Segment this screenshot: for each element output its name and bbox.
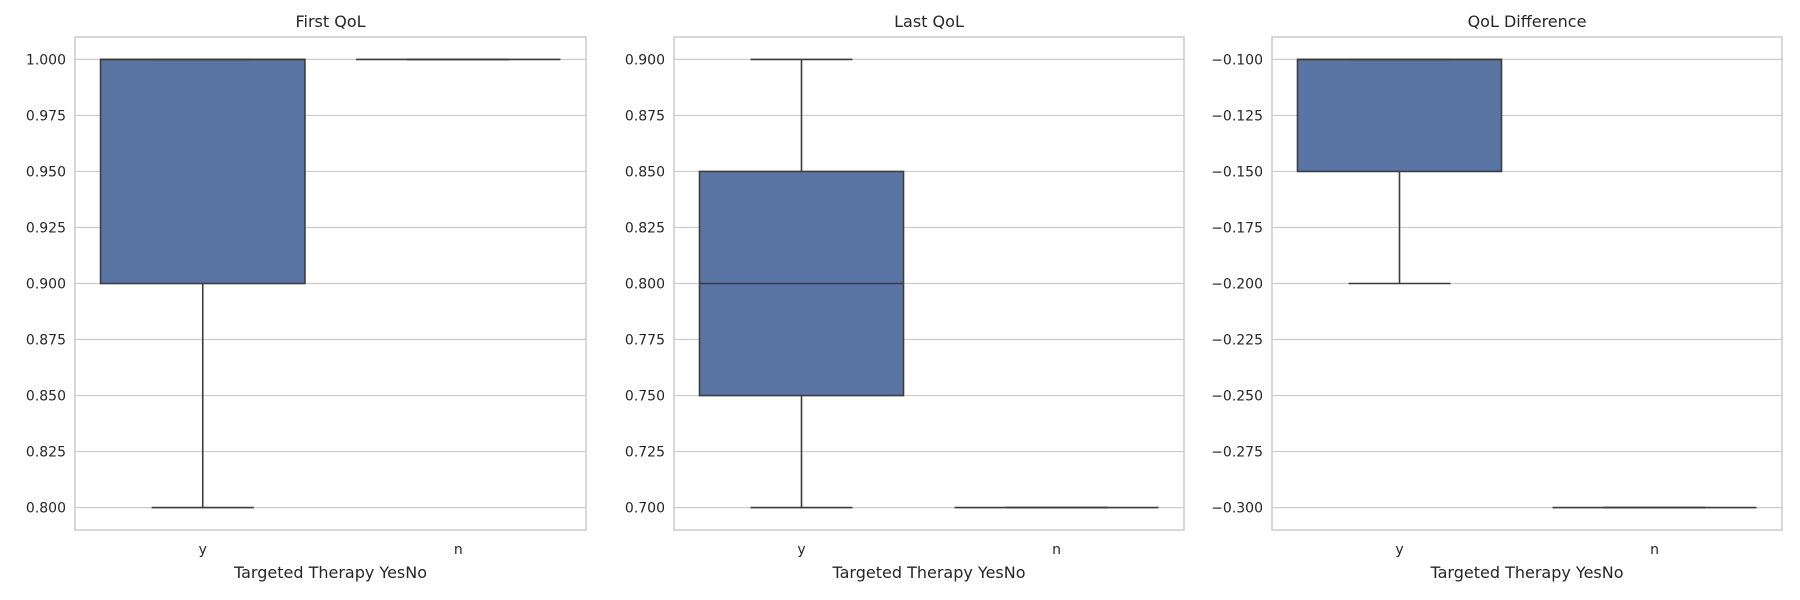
x-axis-label: Targeted Therapy YesNo — [831, 563, 1025, 582]
y-tick-label: −0.200 — [1211, 277, 1263, 293]
y-tick-label: 0.800 — [625, 277, 665, 293]
y-tick-label: 0.850 — [625, 164, 665, 180]
x-axis-label: Targeted Therapy YesNo — [1429, 563, 1623, 582]
y-tick-label: 0.700 — [625, 501, 665, 517]
y-tick-label: 0.775 — [625, 333, 665, 349]
y-tick-label: 0.900 — [26, 277, 66, 293]
axes-frame — [74, 36, 587, 531]
panel-title: QoL Difference — [1468, 12, 1587, 31]
box-body — [99, 58, 306, 285]
axes-frame — [673, 36, 1185, 531]
y-tick-label: −0.175 — [1211, 220, 1263, 236]
y-tick-label: 0.975 — [26, 108, 66, 124]
y-tick-label: −0.225 — [1211, 333, 1263, 349]
panel-title: First QoL — [295, 12, 365, 31]
box-y — [99, 58, 306, 509]
box-y — [698, 58, 905, 509]
y-tick-label: 0.875 — [625, 108, 665, 124]
y-tick-label: 0.725 — [625, 445, 665, 461]
x-tick-label: y — [1395, 542, 1403, 558]
y-tick-label: 0.850 — [26, 389, 66, 405]
y-tick-label: 1.000 — [26, 52, 66, 68]
y-tick-label: −0.250 — [1211, 389, 1263, 405]
y-tick-label: −0.125 — [1211, 108, 1263, 124]
x-tick-label: n — [1650, 542, 1659, 558]
y-tick-label: 0.900 — [625, 52, 665, 68]
x-axis-label: Targeted Therapy YesNo — [233, 563, 427, 582]
x-tick-label: y — [797, 542, 805, 558]
y-tick-label: 0.950 — [26, 164, 66, 180]
x-tick-label: y — [199, 542, 207, 558]
y-tick-label: 0.825 — [625, 220, 665, 236]
y-tick-label: 0.800 — [26, 501, 66, 517]
panel-title: Last QoL — [894, 12, 964, 31]
y-tick-label: 0.925 — [26, 220, 66, 236]
box-y — [1296, 58, 1503, 285]
axes-frame — [1271, 36, 1783, 531]
y-tick-label: 0.825 — [26, 445, 66, 461]
y-tick-label: 0.875 — [26, 333, 66, 349]
panel-1: 0.800 0.825 0.850 0.875 0.900 0.925 0.950 0.975… — [26, 12, 587, 582]
x-tick-label: n — [1052, 542, 1061, 558]
y-tick-label: −0.150 — [1211, 164, 1263, 180]
panel-2: 0.700 0.725 0.750 0.775 0.800 0.825 0.850 0.875… — [625, 12, 1185, 582]
panel-3: −0.300 −0.275 −0.250 −0.225 −0.200 −0.175 −0.1… — [1211, 12, 1783, 582]
x-tick-label: n — [454, 542, 463, 558]
y-tick-label: −0.100 — [1211, 52, 1263, 68]
box-body — [1296, 58, 1503, 173]
y-tick-label: 0.750 — [625, 389, 665, 405]
y-tick-label: −0.300 — [1211, 501, 1263, 517]
y-tick-label: −0.275 — [1211, 445, 1263, 461]
